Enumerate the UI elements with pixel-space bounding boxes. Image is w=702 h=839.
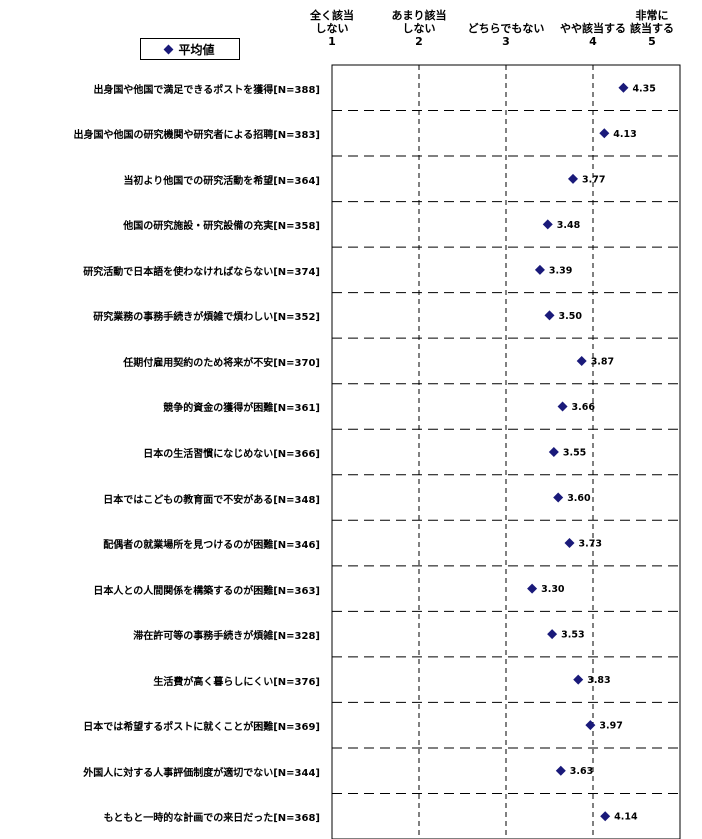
category-label: 他国の研究施設・研究設備の充実[N=358] bbox=[123, 221, 320, 233]
category-label: 出身国や他国の研究機関や研究者による招聘[N=383] bbox=[73, 130, 320, 142]
data-point bbox=[576, 355, 587, 366]
category-label: 日本人との人間関係を構築するのが困難[N=363] bbox=[93, 585, 320, 597]
category-label: 当初より他国での研究活動を希望[N=364] bbox=[123, 175, 320, 187]
x-tick-number: 1 bbox=[328, 35, 336, 48]
x-tick-header: やや該当する 4 bbox=[545, 22, 641, 48]
x-tick-number: 4 bbox=[589, 35, 597, 48]
data-label: 3.55 bbox=[563, 448, 586, 459]
x-tick-number: 3 bbox=[502, 35, 510, 48]
category-label: 日本では希望するポストに就くことが困難[N=369] bbox=[83, 722, 320, 734]
data-point bbox=[544, 310, 555, 321]
data-point bbox=[534, 264, 545, 275]
data-point bbox=[527, 583, 538, 594]
data-label: 3.30 bbox=[541, 584, 565, 595]
diamond-marker-icon bbox=[164, 44, 174, 54]
data-label: 3.97 bbox=[599, 721, 622, 732]
data-point bbox=[548, 447, 559, 457]
data-point bbox=[553, 492, 564, 503]
x-tick-header: あまり該当 しない 2 bbox=[371, 9, 467, 48]
x-tick-header: 全く該当 しない 1 bbox=[284, 9, 380, 48]
data-label: 4.35 bbox=[632, 83, 655, 94]
x-tick-label: 非常に bbox=[635, 9, 669, 22]
data-point bbox=[618, 82, 629, 93]
category-label: 生活費が高く暮らしにくい[N=376] bbox=[153, 676, 320, 688]
data-label: 3.87 bbox=[591, 356, 614, 367]
category-label: 日本ではこどもの教育面で不安がある[N=348] bbox=[103, 494, 320, 506]
data-label: 3.39 bbox=[549, 265, 572, 276]
category-label: 配偶者の就業場所を見つけるのが困難[N=346] bbox=[103, 540, 320, 552]
category-label: 競争的資金の獲得が困難[N=361] bbox=[163, 403, 320, 415]
legend-label: 平均値 bbox=[178, 42, 215, 57]
category-label: もともと一時的な計画での来日だった[N=368] bbox=[103, 813, 320, 825]
data-label: 4.14 bbox=[614, 812, 638, 823]
x-tick-number: 2 bbox=[415, 35, 423, 48]
data-point bbox=[599, 128, 610, 139]
data-point bbox=[600, 811, 611, 822]
data-point bbox=[557, 401, 568, 412]
x-tick-label: 全く該当 bbox=[310, 9, 354, 22]
data-label: 3.63 bbox=[570, 766, 593, 777]
data-point bbox=[585, 720, 596, 731]
category-label: 外国人に対する人事評価制度が適切でない[N=344] bbox=[83, 767, 320, 779]
category-label: 日本の生活習慣になじめない[N=366] bbox=[143, 449, 320, 460]
data-label: 3.48 bbox=[557, 220, 581, 231]
x-tick-label: どちらでもない bbox=[467, 22, 545, 35]
data-label: 3.50 bbox=[559, 311, 583, 322]
data-point bbox=[573, 674, 584, 685]
data-point bbox=[542, 219, 553, 230]
data-point bbox=[547, 629, 558, 640]
data-label: 3.83 bbox=[587, 675, 610, 686]
category-label: 出身国や他国で満足できるポストを獲得[N=388] bbox=[93, 84, 320, 96]
data-label: 4.13 bbox=[613, 129, 636, 140]
x-tick-number: 5 bbox=[648, 35, 656, 48]
category-label: 研究活動で日本語を使わなければならない[N=374] bbox=[83, 266, 320, 278]
data-label: 3.73 bbox=[579, 539, 602, 550]
category-label: 滞在許可等の事務手続きが煩雑[N=328] bbox=[133, 631, 320, 643]
legend: 平均値 bbox=[140, 38, 240, 60]
data-label: 3.60 bbox=[567, 493, 591, 504]
category-label: 任期付雇用契約のため将来が不安[N=370] bbox=[123, 357, 320, 369]
data-point bbox=[567, 173, 578, 184]
x-tick-label: やや該当する bbox=[560, 22, 626, 35]
x-tick-header: どちらでもない 3 bbox=[458, 22, 554, 48]
data-point bbox=[564, 538, 575, 549]
category-label: 研究業務の事務手続きが煩雑で煩わしい[N=352] bbox=[93, 312, 320, 324]
x-tick-header: 非常に 該当する 5 bbox=[604, 9, 700, 48]
x-tick-label: しない bbox=[315, 22, 349, 35]
x-tick-label: 該当する bbox=[630, 22, 674, 35]
data-label: 3.53 bbox=[561, 630, 584, 641]
x-tick-label: あまり該当 bbox=[391, 9, 447, 22]
data-label: 3.66 bbox=[572, 402, 596, 413]
data-label: 3.77 bbox=[582, 174, 605, 185]
data-point bbox=[555, 765, 566, 776]
x-tick-label: しない bbox=[402, 22, 436, 35]
